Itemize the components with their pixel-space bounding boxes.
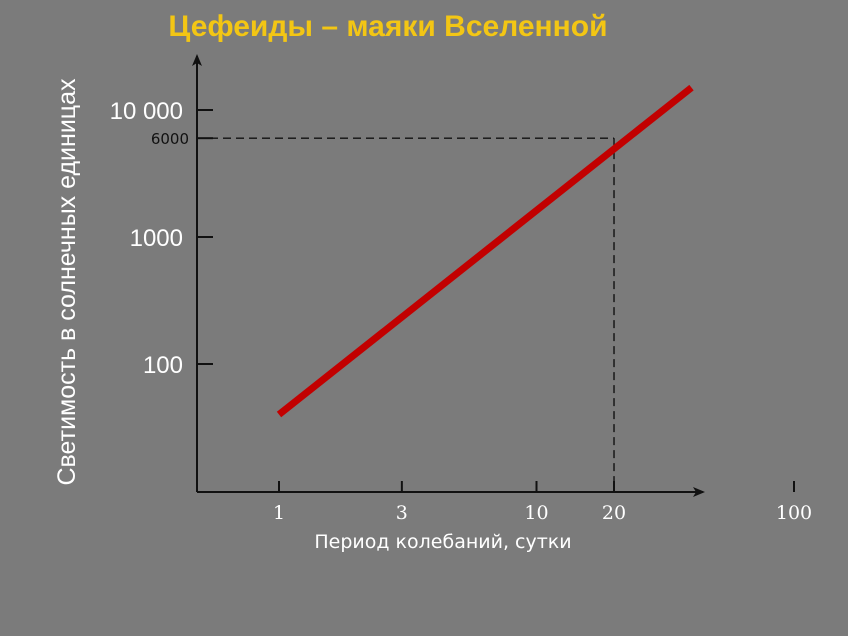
y-axis-label: Светимость в солнечных единицах (53, 78, 81, 486)
series-line-1 (276, 84, 694, 418)
y-tick-label: 100 (143, 352, 183, 379)
x-axis-label: Период колебаний, сутки (314, 531, 571, 553)
y-tick-label: 1000 (130, 225, 183, 252)
y-tick-label: 6000 (151, 130, 189, 148)
x-tick-label: 20 (602, 502, 626, 524)
x-tick-label: 100 (776, 502, 812, 524)
chart-title: Цефеиды – маяки Вселенной (168, 10, 608, 43)
x-tick-label: 1 (273, 502, 285, 524)
x-tick-label: 3 (396, 502, 408, 524)
x-tick-label: 10 (524, 502, 548, 524)
y-tick-label: 10 000 (110, 98, 183, 125)
